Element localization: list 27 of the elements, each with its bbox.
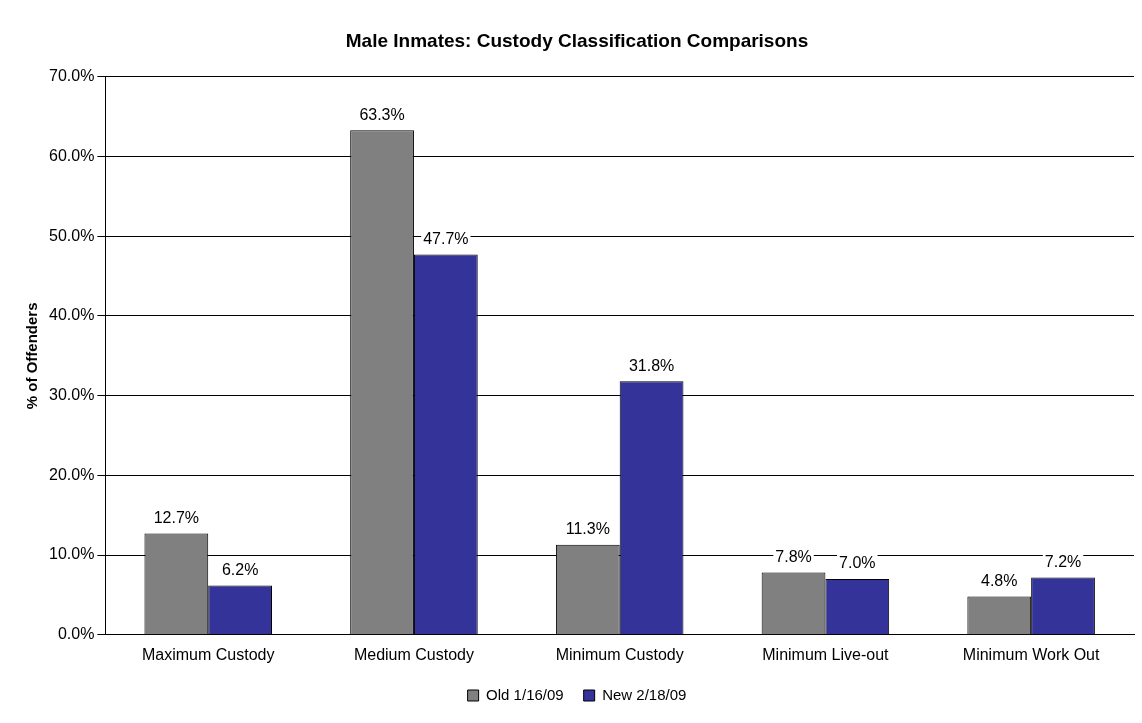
y-tick-label: 70.0%	[48, 67, 95, 85]
data-label: 7.2%	[1044, 552, 1082, 570]
data-label: 6.2%	[221, 560, 259, 578]
x-tick-label: Maximum Custody	[141, 645, 275, 663]
y-tick-label: 50.0%	[48, 226, 95, 244]
data-label: 7.0%	[839, 554, 876, 572]
data-label: 12.7%	[153, 508, 200, 526]
x-tick-label: Medium Custody	[353, 645, 474, 663]
x-tick-label: Minimum Work Out	[962, 645, 1100, 663]
data-label: 7.8%	[775, 548, 812, 566]
data-label: 31.8%	[628, 356, 675, 374]
chart-title: Male Inmates: Custody Classification Comparisons	[345, 29, 809, 51]
data-label: 47.7%	[423, 229, 469, 247]
data-label: 63.3%	[359, 105, 405, 123]
y-tick-label: 30.0%	[48, 386, 95, 404]
data-label: 4.8%	[981, 571, 1018, 589]
y-tick-label: 20.0%	[48, 465, 95, 483]
x-tick-label: Minimum Custody	[555, 645, 684, 663]
legend-label: Old 1/16/09	[486, 685, 564, 703]
y-tick-label: 0.0%	[57, 625, 95, 643]
x-tick-label: Minimum Live-out	[762, 645, 890, 663]
y-tick-label: 10.0%	[48, 545, 95, 563]
y-axis-title: % of Offenders	[23, 302, 41, 410]
data-label: 11.3%	[565, 520, 610, 538]
y-tick-label: 60.0%	[48, 146, 95, 164]
legend-label: New 2/18/09	[602, 685, 687, 703]
y-tick-label: 40.0%	[48, 306, 95, 324]
